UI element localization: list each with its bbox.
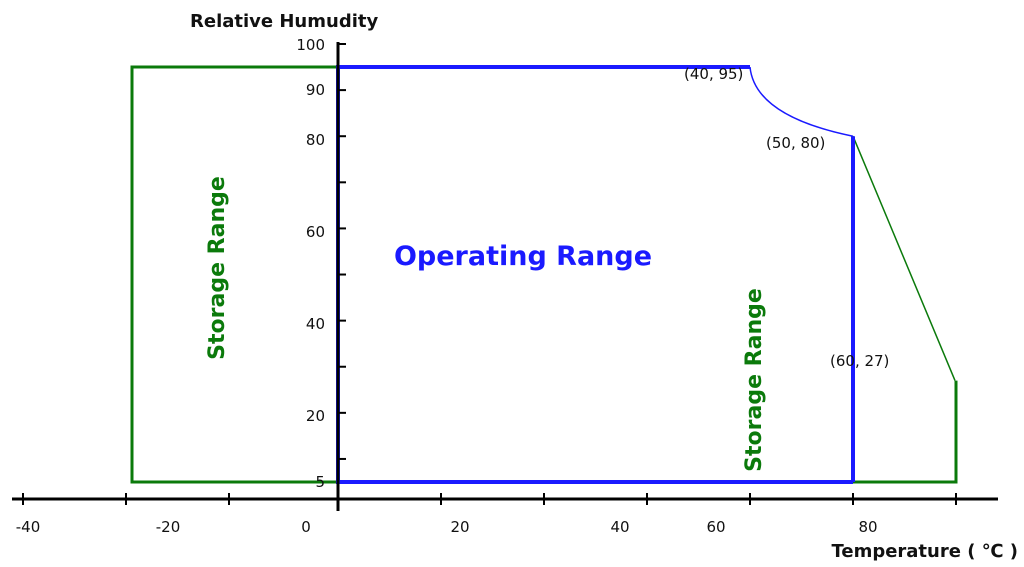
x-tick-label: 20 xyxy=(450,518,469,536)
point-label-50-80: (50, 80) xyxy=(766,134,825,152)
storage-range-outline xyxy=(130,65,956,484)
x-tick-label: -20 xyxy=(156,518,181,536)
x-tick-label: -40 xyxy=(16,518,41,536)
operating-range-label: Operating Range xyxy=(394,241,652,272)
x-tick-label: 40 xyxy=(610,518,629,536)
storage-range-label-left: Storage Range xyxy=(205,176,230,360)
x-axis-ticks: -40 -20 0 20 40 60 80 xyxy=(16,493,957,536)
storage-range-label-right: Storage Range xyxy=(742,288,767,472)
y-tick-label: 40 xyxy=(306,315,325,333)
y-tick-label: 90 xyxy=(306,81,325,99)
y-tick-label: 80 xyxy=(306,131,325,149)
point-label-40-95: (40, 95) xyxy=(684,65,743,83)
y-tick-label: 100 xyxy=(296,36,325,54)
x-axis-title: Temperature ( ℃ ) xyxy=(831,541,1018,562)
storage-range-right-edge xyxy=(853,380,958,484)
x-tick-label: 80 xyxy=(858,518,877,536)
point-label-60-27: (60, 27) xyxy=(830,352,889,370)
x-tick-label: 0 xyxy=(301,518,311,536)
y-tick-label: 60 xyxy=(306,223,325,241)
storage-range-diagonal xyxy=(852,135,956,381)
x-tick-label: 60 xyxy=(706,518,725,536)
y-tick-label: 5 xyxy=(315,473,325,491)
y-tick-label: 20 xyxy=(306,407,325,425)
y-axis-ticks: 5 20 40 60 80 90 100 xyxy=(296,36,346,491)
operating-range-curve xyxy=(749,66,854,137)
operating-range-outline xyxy=(336,65,853,484)
y-axis-title: Relative Humudity xyxy=(190,11,378,32)
